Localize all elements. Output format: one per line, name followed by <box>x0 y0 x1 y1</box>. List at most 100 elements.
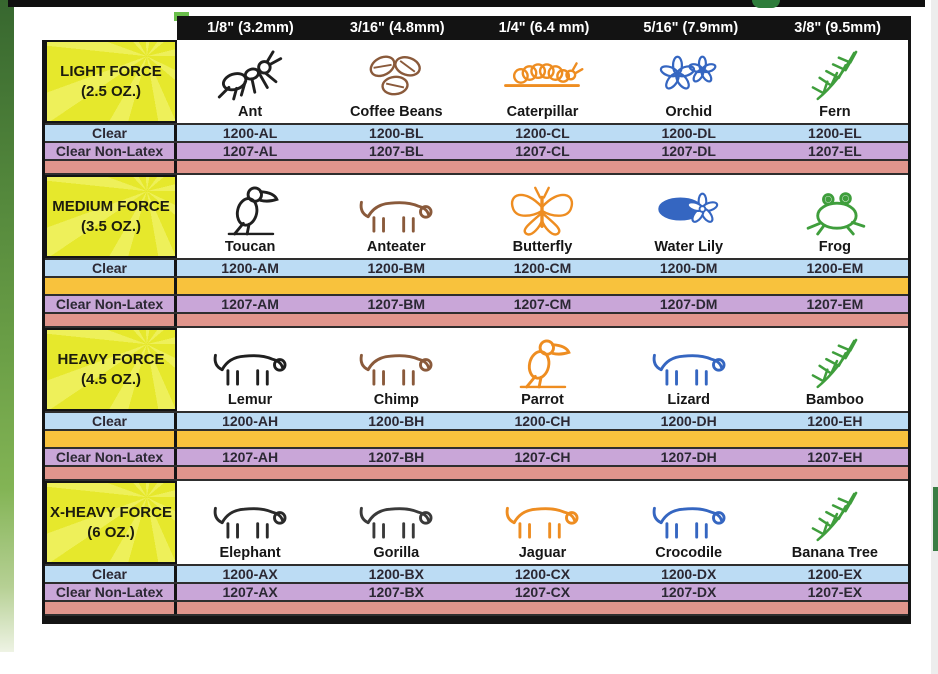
products-row-light-force: LIGHT FORCE (2.5 OZ.) Ant Coffee Beans Cat… <box>45 40 908 123</box>
product-code: 1207-AL <box>177 143 324 159</box>
product-cell: Gorilla <box>323 481 469 564</box>
product-code: 1200-DM <box>615 260 762 276</box>
product-code: 1200-EX <box>761 566 908 582</box>
product-cell: Banana Tree <box>762 481 908 564</box>
non-latex-row-heavy-force: Clear Non-Latex 1207-AH 1207-BH 1207-CH 1207… <box>45 447 908 465</box>
product-code: 1207-CX <box>469 584 616 600</box>
product-name: Bamboo <box>805 392 864 408</box>
row-label-clear-non-latex: Clear Non-Latex <box>45 584 177 600</box>
product-cell: Bamboo <box>762 328 908 411</box>
product-cell: Coffee Beans <box>323 40 469 123</box>
product-cell: Caterpillar <box>469 40 615 123</box>
product-code: 1207-EM <box>761 296 908 312</box>
products-row-x-heavy-force: X-HEAVY FORCE (6 OZ.) Elephant Gorilla Ja… <box>45 481 908 564</box>
force-block-heavy-force: HEAVY FORCE (4.5 OZ.) Lemur Chimp Parrot … <box>45 328 908 481</box>
product-code: 1200-EM <box>761 260 908 276</box>
product-name: Water Lily <box>654 239 724 255</box>
top-border-line <box>8 0 925 7</box>
product-code: 1200-BL <box>323 125 470 141</box>
product-name: Orchid <box>665 104 713 120</box>
products-row-medium-force: MEDIUM FORCE (3.5 OZ.) Toucan Anteater Bu… <box>45 175 908 258</box>
separator-row <box>45 465 908 481</box>
row-label-clear-non-latex: Clear Non-Latex <box>45 296 177 312</box>
clear-row-light-force: Clear 1200-AL 1200-BL 1200-CL 1200-DL 1200-EL <box>45 123 908 141</box>
product-cell: Frog <box>762 175 908 258</box>
product-cell: Water Lily <box>616 175 762 258</box>
size-header-3-8: 3/8" (9.5mm) <box>794 20 881 36</box>
product-code: 1207-AH <box>177 449 324 465</box>
product-code: 1200-BX <box>323 566 470 582</box>
product-code: 1200-AL <box>177 125 324 141</box>
non-latex-row-light-force: Clear Non-Latex 1207-AL 1207-BL 1207-CL 1207… <box>45 141 908 159</box>
non-latex-row-medium-force: Clear Non-Latex 1207-AM 1207-BM 1207-CM 1207… <box>45 294 908 312</box>
product-code: 1207-CH <box>469 449 616 465</box>
coffee-beans-icon <box>369 55 422 96</box>
banana-tree-icon <box>811 491 858 542</box>
separator-label-cell <box>45 467 177 479</box>
separator-row <box>45 159 908 175</box>
product-name: Jaguar <box>518 545 567 561</box>
caterpillar-icon <box>504 62 585 87</box>
product-code: 1207-DX <box>615 584 762 600</box>
orange-spacer-label-cell <box>45 278 177 294</box>
separator-row <box>45 600 908 616</box>
anteater-icon <box>359 200 433 233</box>
size-header-1-4: 1/4" (6.4 mm) <box>498 20 590 36</box>
crocodile-icon <box>652 506 726 539</box>
separator-body <box>177 602 908 614</box>
product-name: Butterfly <box>512 239 573 255</box>
separator-body <box>177 314 908 326</box>
product-code: 1200-CH <box>469 413 616 429</box>
separator-label-cell <box>45 161 177 173</box>
frog-icon <box>806 192 866 236</box>
product-name: Anteater <box>366 239 426 255</box>
size-header-3-16: 3/16" (4.8mm) <box>349 20 445 36</box>
size-header-row: 1/8" (3.2mm) 3/16" (4.8mm) 1/4" (6.4 mm)… <box>42 16 911 40</box>
separator-row <box>45 312 908 328</box>
jaguar-icon <box>506 506 579 539</box>
product-cell: Crocodile <box>616 481 762 564</box>
clear-row-x-heavy-force: Clear 1200-AX 1200-BX 1200-CX 1200-DX 1200-EX <box>45 564 908 582</box>
product-name: Chimp <box>373 392 419 408</box>
product-cell: Anteater <box>323 175 469 258</box>
product-cell: Ant <box>177 40 323 123</box>
row-label-clear: Clear <box>45 566 177 582</box>
row-label-clear: Clear <box>45 125 177 141</box>
lemur-icon <box>213 353 287 386</box>
product-code: 1200-CM <box>469 260 616 276</box>
product-cell: Lemur <box>177 328 323 411</box>
product-name: Fern <box>819 104 851 120</box>
product-cell: Elephant <box>177 481 323 564</box>
product-code: 1200-AX <box>177 566 324 582</box>
product-cell: Chimp <box>323 328 469 411</box>
orange-spacer-label-cell <box>45 431 177 447</box>
row-label-clear: Clear <box>45 413 177 429</box>
size-force-chart: 1/8" (3.2mm) 3/16" (4.8mm) 1/4" (6.4 mm)… <box>42 16 911 624</box>
force-oz: (2.5 OZ.) <box>80 82 141 100</box>
top-leaf-decoration <box>752 0 780 8</box>
product-cell: Toucan <box>177 175 323 258</box>
product-code: 1207-CM <box>469 296 616 312</box>
parrot-icon <box>520 339 572 389</box>
product-cell: Parrot <box>469 328 615 411</box>
force-label-cell-light-force: LIGHT FORCE (2.5 OZ.) <box>45 40 177 123</box>
product-code: 1200-EH <box>761 413 908 429</box>
product-name: Coffee Beans <box>349 104 443 120</box>
table-bottom-border <box>42 616 911 624</box>
bamboo-icon <box>811 338 858 389</box>
force-title: X-HEAVY FORCE <box>50 504 172 521</box>
orange-spacer-body <box>177 431 908 447</box>
separator-label-cell <box>45 602 177 614</box>
butterfly-icon <box>511 186 574 236</box>
product-name: Banana Tree <box>791 545 879 561</box>
clear-row-medium-force: Clear 1200-AM 1200-BM 1200-CM 1200-DM 1200-EM <box>45 258 908 276</box>
force-block-light-force: LIGHT FORCE (2.5 OZ.) Ant Coffee Beans Cat… <box>45 40 908 175</box>
size-header-bar: 1/8" (3.2mm) 3/16" (4.8mm) 1/4" (6.4 mm)… <box>177 16 911 40</box>
force-title: LIGHT FORCE <box>60 63 162 80</box>
product-code: 1200-DH <box>615 413 762 429</box>
product-code: 1207-AX <box>177 584 324 600</box>
product-code: 1207-BX <box>323 584 470 600</box>
force-block-medium-force: MEDIUM FORCE (3.5 OZ.) Toucan Anteater Bu… <box>45 175 908 328</box>
separator-label-cell <box>45 314 177 326</box>
